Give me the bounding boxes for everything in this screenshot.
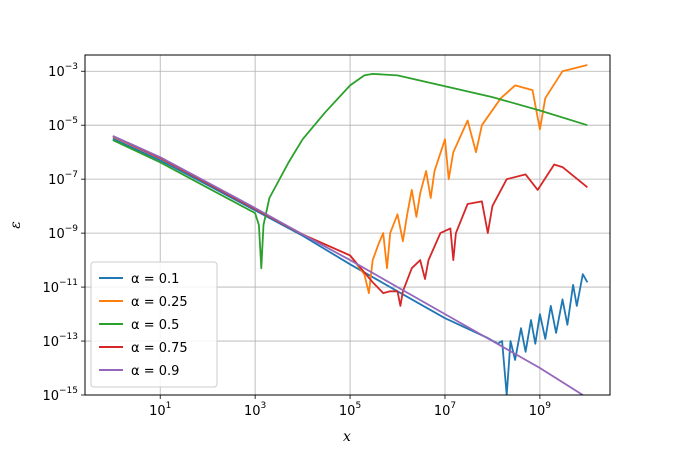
x-axis: 101 103 105 107 109 bbox=[149, 395, 551, 419]
y-tick-label: 10−15 bbox=[42, 386, 78, 404]
series-line-3 bbox=[112, 135, 588, 307]
legend-label: α = 0.25 bbox=[131, 295, 188, 310]
legend-label: α = 0.75 bbox=[131, 341, 188, 356]
legend: α = 0.1 α = 0.25 α = 0.5 α = 0.75 α = 0.9 bbox=[90, 261, 218, 388]
x-tick-label: 107 bbox=[434, 401, 456, 419]
y-tick-label: 10−5 bbox=[48, 116, 78, 134]
series-line-0 bbox=[112, 137, 589, 395]
x-tick-label: 105 bbox=[339, 401, 361, 419]
y-axis-label: ε bbox=[8, 221, 24, 229]
legend-box bbox=[90, 261, 218, 388]
y-tick-label: 10−7 bbox=[48, 170, 78, 188]
legend-label: α = 0.1 bbox=[131, 272, 179, 287]
x-tick-label: 109 bbox=[529, 401, 552, 419]
x-tick-label: 101 bbox=[149, 401, 171, 419]
series-line-4 bbox=[112, 135, 584, 395]
series-line-2 bbox=[112, 73, 588, 270]
y-tick-label: 10−11 bbox=[42, 278, 78, 296]
y-tick-label: 10−13 bbox=[42, 332, 78, 350]
x-axis-label: x bbox=[343, 429, 351, 445]
y-tick-label: 10−3 bbox=[48, 62, 78, 80]
plot-frame bbox=[84, 54, 611, 396]
legend-label: α = 0.5 bbox=[131, 318, 179, 333]
y-tick-label: 10−9 bbox=[48, 224, 78, 242]
x-tick-label: 103 bbox=[244, 401, 266, 419]
series-group bbox=[112, 64, 589, 395]
y-axis: 10−15 10−13 10−11 10−9 10−7 10−5 10−3 bbox=[42, 62, 85, 404]
legend-label: α = 0.9 bbox=[131, 364, 179, 379]
